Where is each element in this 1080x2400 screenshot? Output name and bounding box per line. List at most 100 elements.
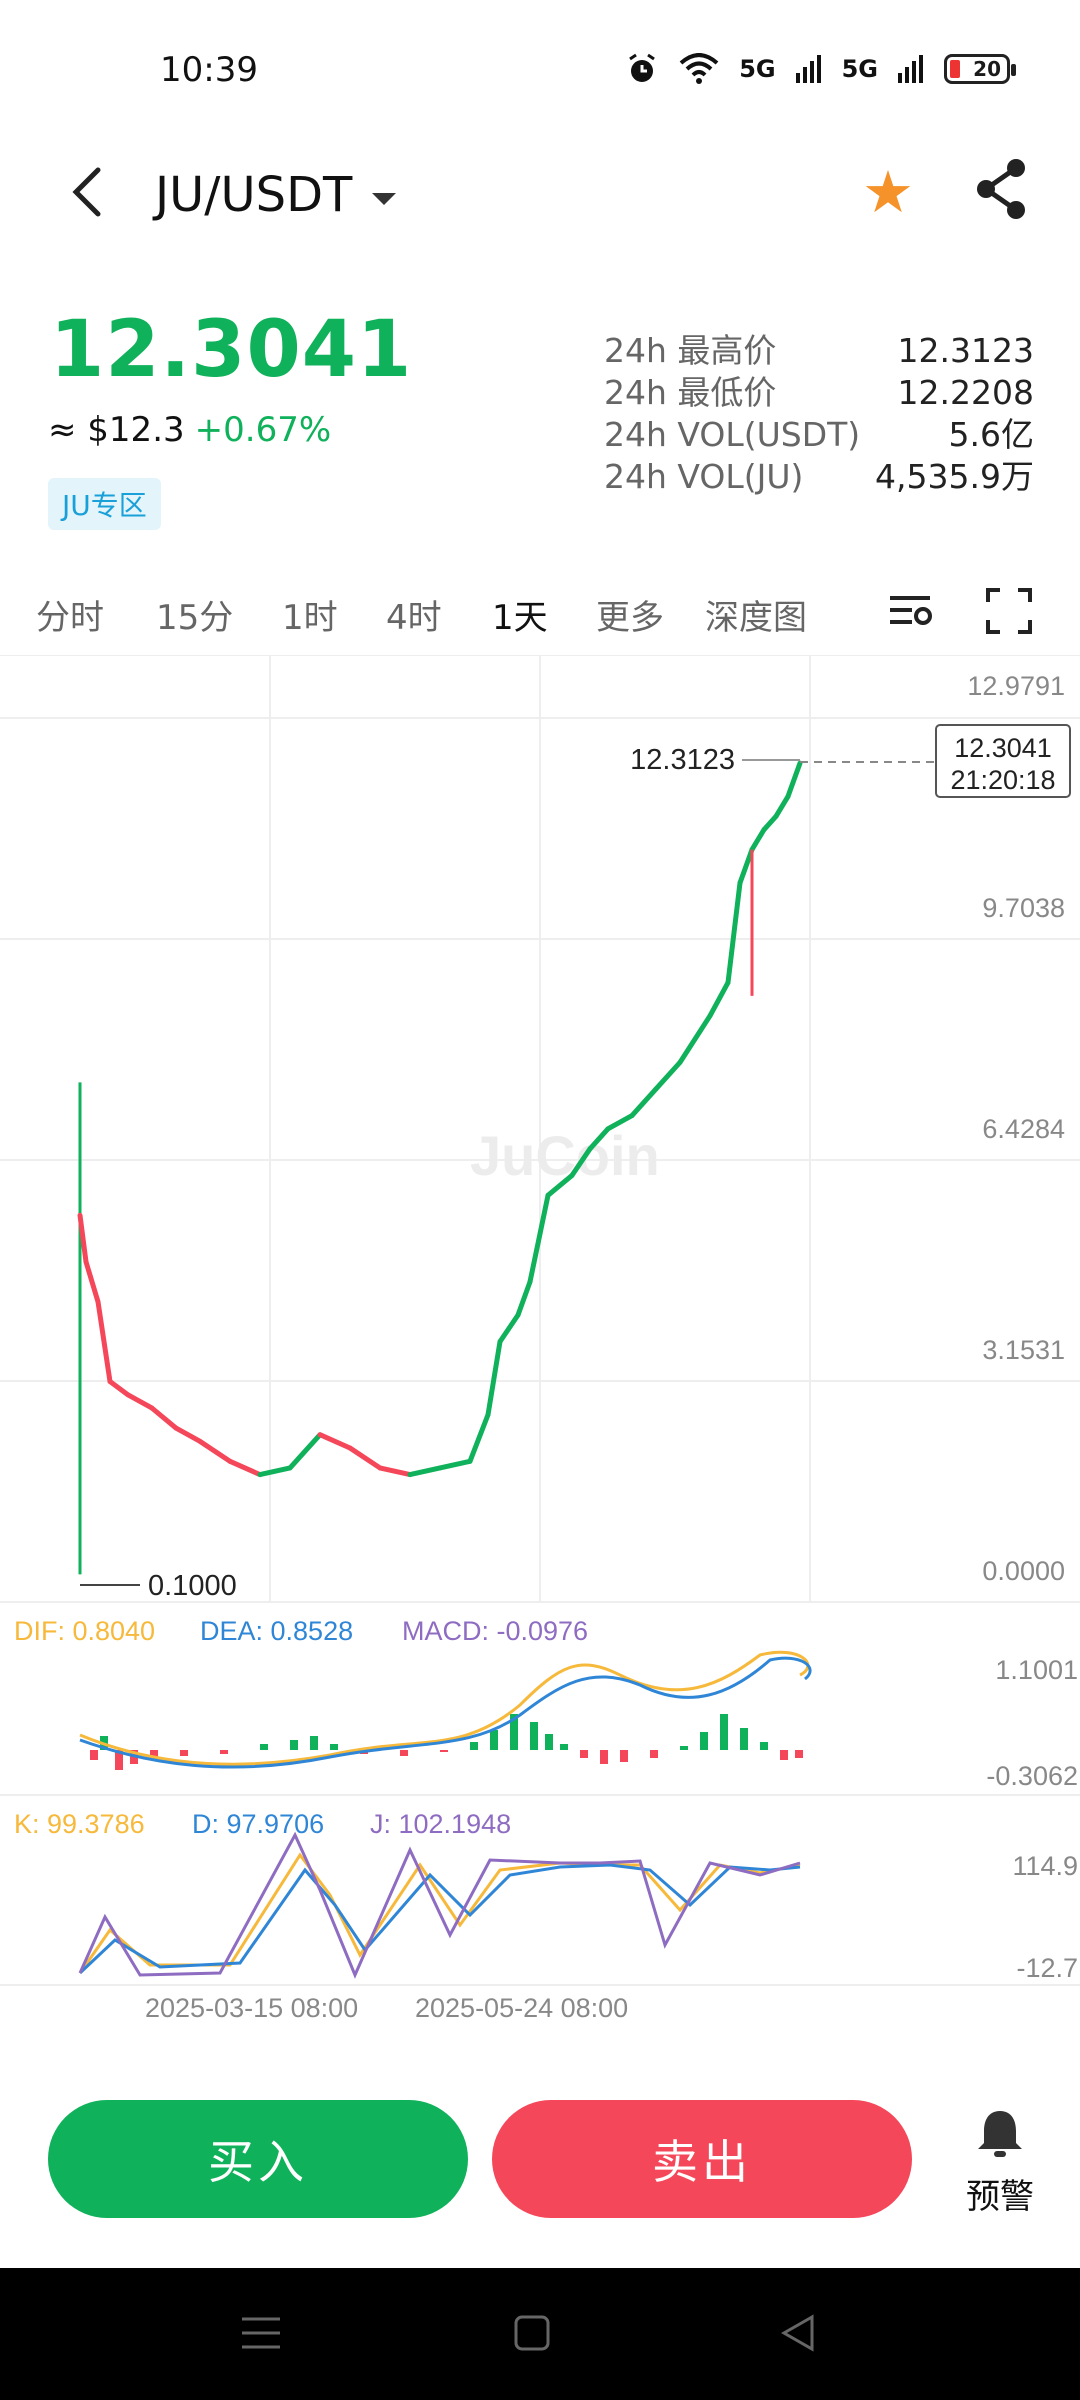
macd-bar bbox=[180, 1750, 188, 1756]
countdown: 21:20:18 bbox=[950, 765, 1055, 795]
battery-icon: 20 bbox=[944, 54, 1016, 84]
macd-bar bbox=[220, 1750, 228, 1754]
price-segment bbox=[197, 1438, 233, 1464]
macd-bar bbox=[470, 1742, 478, 1750]
kdj-axis-top: 114.9 bbox=[1012, 1851, 1078, 1881]
price-segment bbox=[83, 1259, 101, 1305]
macd-bar bbox=[115, 1750, 123, 1770]
status-time: 10:39 bbox=[160, 50, 258, 90]
high-label: 12.3123 bbox=[630, 744, 735, 776]
signal-icon-2: 5G bbox=[841, 55, 878, 83]
stat-label: 24h VOL(USDT) bbox=[604, 415, 861, 454]
macd-label: MACD: -0.0976 bbox=[402, 1616, 588, 1646]
tab-1d[interactable]: 1天 bbox=[492, 598, 548, 638]
price-segment bbox=[287, 1432, 323, 1471]
action-bar: 买入 卖出 预警 bbox=[0, 2050, 1080, 2270]
macd-bar bbox=[400, 1750, 408, 1756]
wifi-icon bbox=[679, 53, 719, 84]
macd-bar bbox=[545, 1734, 553, 1750]
macd-bar bbox=[760, 1742, 768, 1750]
stat-label: 24h 最高价 bbox=[604, 331, 777, 370]
price-segment bbox=[377, 1465, 413, 1478]
favorite-star-icon[interactable]: ★ bbox=[862, 158, 914, 226]
macd-bar bbox=[440, 1750, 448, 1752]
stat-label: 24h 最低价 bbox=[604, 373, 777, 412]
current-price-box: 12.3041 bbox=[954, 733, 1052, 763]
macd-bar bbox=[510, 1714, 518, 1750]
macd-bar bbox=[650, 1750, 658, 1758]
status-icons: 5G 5G 20 bbox=[625, 52, 1016, 86]
k-label: K: 99.3786 bbox=[14, 1809, 145, 1839]
macd-bar bbox=[530, 1722, 538, 1750]
share-icon[interactable] bbox=[972, 154, 1032, 224]
caret-down-icon bbox=[372, 193, 397, 205]
macd-bar bbox=[620, 1750, 628, 1762]
home-icon[interactable] bbox=[512, 2313, 552, 2353]
stat-row: 24h VOL(JU) 4,535.9万 bbox=[604, 456, 1034, 498]
menu-icon[interactable] bbox=[240, 2313, 282, 2353]
price-segment bbox=[653, 1059, 683, 1092]
price-segment bbox=[149, 1405, 179, 1431]
stat-value: 5.6亿 bbox=[948, 415, 1034, 454]
stat-value: 12.3123 bbox=[897, 331, 1034, 370]
price-segment bbox=[77, 1212, 89, 1265]
sell-button[interactable]: 卖出 bbox=[492, 2100, 912, 2218]
macd-bar bbox=[310, 1736, 318, 1750]
price-segment bbox=[629, 1086, 659, 1119]
tab-1h[interactable]: 1时 bbox=[282, 598, 338, 638]
dif-label: DIF: 0.8040 bbox=[14, 1616, 155, 1646]
indicator-settings-icon[interactable] bbox=[886, 586, 936, 636]
price-segment bbox=[707, 980, 731, 1019]
price-segment bbox=[95, 1299, 113, 1385]
macd-bar bbox=[740, 1728, 748, 1750]
pair-selector[interactable]: JU/USDT bbox=[155, 150, 397, 240]
stat-value: 12.2208 bbox=[897, 373, 1034, 412]
approx-usd: ≈ $12.3 +0.67% bbox=[48, 410, 331, 450]
x-tick: 2025-05-24 08:00 bbox=[415, 1993, 628, 2023]
fullscreen-icon[interactable] bbox=[984, 586, 1034, 636]
tab-more[interactable]: 更多 bbox=[596, 598, 664, 638]
macd-bar bbox=[795, 1750, 803, 1758]
stat-value: 4,535.9万 bbox=[875, 457, 1034, 496]
price-segment bbox=[677, 1013, 713, 1065]
back-icon[interactable] bbox=[778, 2313, 818, 2353]
bell-icon bbox=[978, 2111, 1022, 2157]
kline-chart[interactable]: JuCoin 12.9791 9.7038 6.4284 3.1531 0.00… bbox=[0, 655, 1080, 2045]
system-nav-bar bbox=[0, 2268, 1080, 2400]
macd-bar bbox=[720, 1714, 728, 1750]
price-segment bbox=[257, 1465, 293, 1478]
price-segment bbox=[725, 880, 743, 986]
j-label: J: 102.1948 bbox=[370, 1809, 511, 1839]
macd-bar bbox=[580, 1750, 588, 1758]
low-label: 0.1000 bbox=[148, 1570, 237, 1602]
tab-15m[interactable]: 15分 bbox=[156, 598, 234, 638]
top-nav: JU/USDT ★ bbox=[0, 140, 1080, 260]
macd-bar bbox=[330, 1744, 338, 1750]
buy-button[interactable]: 买入 bbox=[48, 2100, 468, 2218]
price-tick: 0.0000 bbox=[982, 1556, 1065, 1586]
price-segment bbox=[773, 793, 791, 819]
tab-4h[interactable]: 4时 bbox=[386, 598, 442, 638]
price-segment bbox=[407, 1465, 443, 1478]
tab-timeshare[interactable]: 分时 bbox=[36, 598, 104, 638]
x-tick: 2025-03-15 08:00 bbox=[145, 1993, 358, 2023]
stat-label: 24h VOL(JU) bbox=[604, 457, 804, 496]
back-arrow-icon[interactable] bbox=[60, 162, 120, 222]
signal-bars-icon-2 bbox=[898, 55, 923, 83]
macd-axis-bottom: -0.3062 bbox=[986, 1761, 1078, 1791]
price-tick: 12.9791 bbox=[967, 671, 1065, 701]
price-segment bbox=[515, 1279, 533, 1318]
price-segment bbox=[749, 827, 767, 853]
tab-depth[interactable]: 深度图 bbox=[705, 598, 807, 638]
zone-tag[interactable]: JU专区 bbox=[48, 478, 161, 530]
macd-axis-top: 1.1001 bbox=[995, 1655, 1078, 1685]
stat-row: 24h 最高价 12.3123 bbox=[604, 330, 1034, 372]
signal-bars-icon bbox=[795, 55, 821, 83]
stat-row: 24h 最低价 12.2208 bbox=[604, 372, 1034, 414]
watermark: JuCoin bbox=[470, 1124, 660, 1187]
price-segment bbox=[347, 1445, 383, 1471]
price-segment bbox=[605, 1113, 635, 1132]
price-segment bbox=[587, 1126, 611, 1152]
price-tick: 6.4284 bbox=[982, 1114, 1065, 1144]
alert-button[interactable]: 预警 bbox=[950, 2105, 1050, 2218]
